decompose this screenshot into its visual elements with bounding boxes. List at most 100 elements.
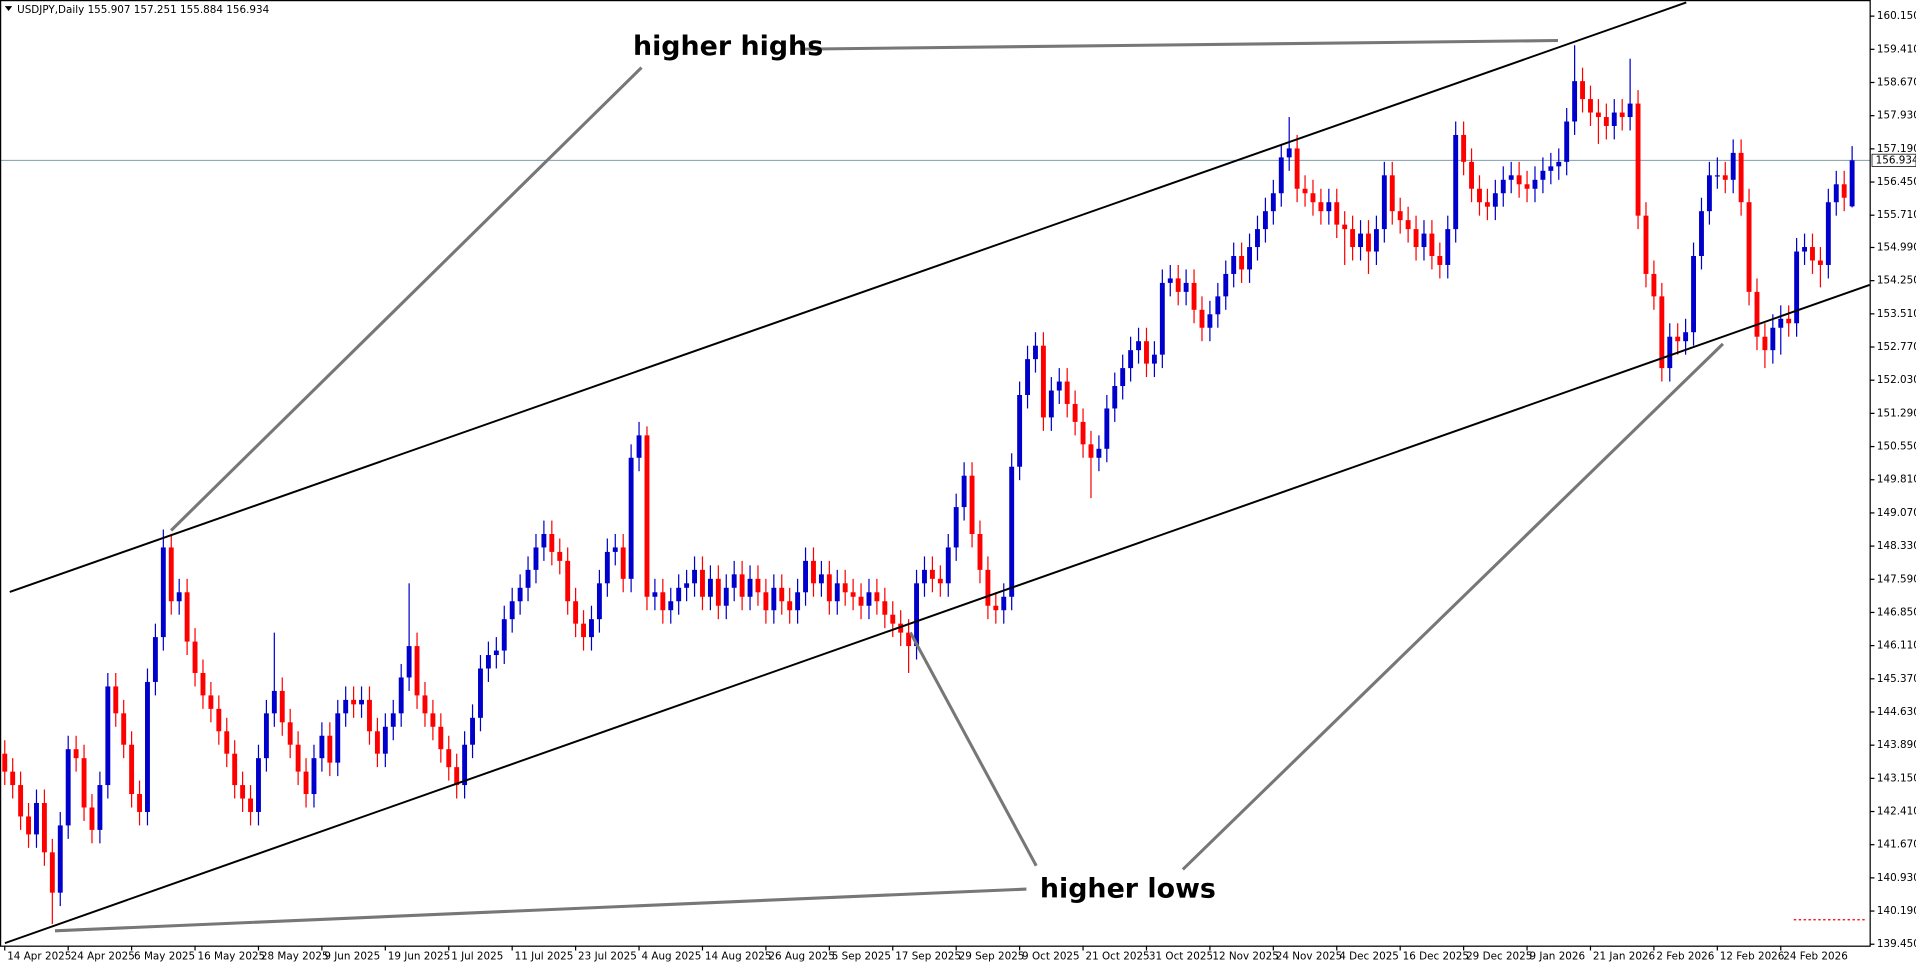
candle-body [684, 583, 690, 588]
candle-body [327, 735, 333, 763]
candle-body [1159, 282, 1165, 355]
pointer-line [1181, 342, 1724, 871]
candle-body [26, 816, 31, 835]
candle-body [493, 650, 499, 656]
candle-body [533, 547, 539, 570]
x-tick-label: 11 Jul 2025 [515, 951, 574, 963]
x-tick-label: 29 Sep 2025 [959, 951, 1025, 963]
candle-body [192, 641, 198, 673]
pointer-line [170, 66, 643, 532]
candle-body [1580, 81, 1585, 100]
y-tick-label: 151.290 [1877, 407, 1916, 419]
candle-body [890, 614, 896, 624]
candle-body [1429, 233, 1435, 257]
candle-body [1516, 175, 1522, 185]
candle-body [1794, 251, 1800, 324]
candle-body [1437, 256, 1443, 265]
y-tick-label: 157.190 [1877, 143, 1916, 155]
candle-body [660, 592, 666, 611]
candle-body [565, 560, 571, 602]
x-tick-label: 12 Feb 2026 [1720, 951, 1785, 963]
candle-body [715, 578, 721, 606]
candle-body [763, 592, 769, 611]
candle-body [1104, 408, 1110, 449]
candle-body [1572, 81, 1578, 122]
candle-body [248, 798, 253, 812]
candle-body [240, 785, 246, 799]
candle-body [700, 569, 705, 597]
candle-body [771, 587, 777, 611]
pointer-line [909, 631, 1038, 867]
x-tick-label: 5 Sep 2025 [832, 951, 891, 963]
candle-body [430, 713, 436, 727]
candle-body [1540, 170, 1546, 180]
lower-channel-line [4, 283, 1870, 945]
candle-body [1484, 202, 1490, 207]
candle-body [1532, 179, 1538, 189]
candle-body [414, 646, 420, 696]
candle-body [834, 583, 840, 602]
candle-body [1738, 152, 1744, 203]
candle-body [10, 771, 16, 786]
candle-body [1722, 175, 1728, 180]
candle-body [993, 605, 999, 611]
candle-body [1255, 229, 1260, 248]
candle-body [676, 587, 682, 602]
candle-body [1453, 134, 1459, 230]
y-tick-label: 149.070 [1877, 507, 1916, 519]
x-tick-label: 31 Oct 2025 [1149, 951, 1213, 963]
candle-body [1064, 381, 1070, 404]
candle-body [882, 601, 888, 615]
candle-body [1366, 233, 1371, 252]
candle-body [1659, 296, 1665, 369]
x-tick-label: 2 Feb 2026 [1656, 951, 1714, 963]
candle-body [311, 758, 317, 795]
candle-body [137, 794, 142, 812]
candle-body [858, 596, 864, 606]
candle-body [1278, 157, 1284, 194]
candle-body [105, 686, 111, 786]
candle-body [961, 475, 967, 508]
y-tick-label: 140.190 [1877, 905, 1916, 917]
title-icon [4, 6, 13, 12]
candle-body [1112, 386, 1118, 409]
candle-body [446, 749, 452, 768]
candle-body [1326, 202, 1332, 212]
x-tick-label: 24 Feb 2026 [1783, 951, 1848, 963]
candle-body [160, 547, 166, 638]
candle-body [517, 587, 523, 602]
candle-body [811, 560, 816, 584]
candle-body [525, 569, 531, 588]
y-tick-label: 157.930 [1877, 110, 1916, 122]
candle-body [1413, 229, 1419, 248]
candle-body [1786, 318, 1792, 324]
candle-body [81, 758, 87, 808]
candle-body [200, 672, 206, 696]
candle-body [1469, 161, 1474, 189]
candle-body [803, 560, 808, 593]
x-tick-label: 26 Aug 2025 [768, 951, 835, 963]
candle-body [1270, 193, 1276, 212]
candle-body [398, 677, 404, 714]
candle-body [1841, 184, 1847, 198]
candle-body [335, 713, 341, 763]
x-tick-label: 9 Jan 2026 [1529, 951, 1585, 963]
candle-body [509, 601, 515, 620]
candle-body [351, 699, 357, 705]
x-tick-label: 4 Dec 2025 [1339, 951, 1399, 963]
candle-body [620, 547, 626, 579]
candle-body [263, 713, 269, 759]
candle-body [152, 637, 158, 682]
candle-body [168, 547, 174, 602]
candle-body [1001, 596, 1007, 611]
candle-body [1033, 345, 1038, 360]
candle-body [287, 722, 293, 745]
candle-body [1810, 247, 1815, 261]
y-tick-label: 149.810 [1877, 474, 1916, 486]
candle-body [1072, 403, 1078, 422]
candle-body [1096, 448, 1102, 458]
x-tick-label: 14 Aug 2025 [705, 951, 772, 963]
candle-body [937, 578, 943, 584]
candle-body [1500, 179, 1506, 194]
candle-body [1564, 121, 1570, 162]
